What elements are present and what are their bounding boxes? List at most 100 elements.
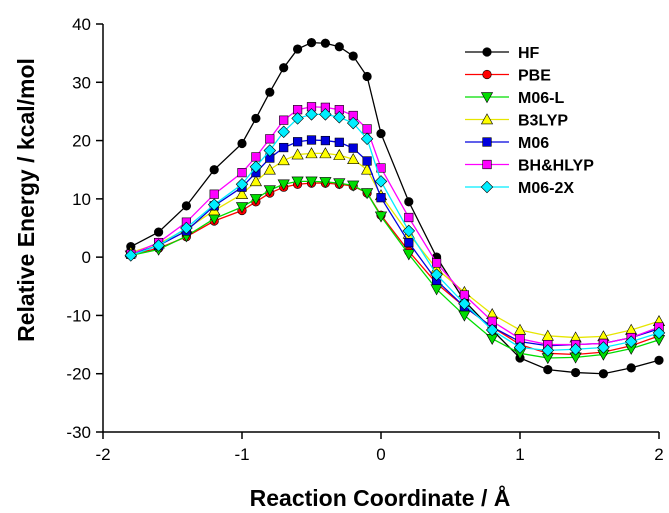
y-tick-label: 30	[72, 73, 91, 92]
data-point	[292, 137, 303, 147]
data-point	[430, 268, 443, 281]
data-point	[277, 179, 290, 191]
data-point	[263, 163, 276, 175]
x-tick-label: -1	[234, 445, 249, 464]
legend-label: B3LYP	[518, 113, 568, 130]
data-point	[319, 147, 332, 159]
legend-marker	[480, 113, 494, 125]
data-point	[249, 160, 263, 174]
series-m06-l	[124, 176, 666, 365]
data-point	[209, 165, 219, 175]
data-point	[376, 193, 386, 203]
data-point	[334, 42, 344, 52]
data-point	[362, 156, 372, 166]
data-point	[376, 128, 386, 139]
data-point	[348, 143, 358, 153]
data-point	[543, 365, 553, 375]
data-point	[402, 224, 416, 238]
y-axis-title: Relative Energy / kcal/mol	[13, 58, 39, 342]
x-tick-label: 1	[515, 445, 524, 464]
data-point	[626, 363, 636, 373]
data-point	[333, 178, 346, 190]
data-point	[597, 341, 610, 354]
y-tick-label: 40	[72, 15, 91, 34]
plot-area	[124, 38, 666, 379]
data-point	[374, 211, 388, 223]
data-point	[569, 343, 582, 356]
data-point	[598, 369, 609, 379]
data-point	[347, 153, 360, 164]
data-point	[362, 124, 372, 134]
legend-marker	[482, 69, 492, 80]
legend-label: HF	[518, 45, 540, 62]
y-tick-label: -20	[66, 365, 91, 384]
x-axis-title: Reaction Coordinate / Å	[250, 484, 511, 511]
data-point	[152, 239, 165, 252]
data-point	[263, 185, 276, 197]
data-point	[306, 38, 317, 48]
data-point	[291, 148, 304, 160]
data-point	[265, 87, 275, 97]
data-point	[348, 51, 358, 61]
data-point	[404, 237, 414, 248]
data-point	[251, 113, 261, 124]
legend-item: PBE	[465, 68, 551, 85]
data-point	[291, 112, 304, 125]
legend-label: M06-2X	[518, 180, 574, 197]
data-point	[277, 125, 290, 139]
data-point	[431, 258, 442, 268]
legend-marker	[482, 137, 492, 147]
data-point	[235, 187, 249, 199]
legend-item: B3LYP	[465, 113, 568, 130]
legend-label: BH&HLYP	[518, 158, 594, 175]
x-tick-label: -2	[95, 445, 110, 464]
data-point	[251, 152, 261, 162]
x-tick-label: 0	[376, 445, 385, 464]
legend-item: M06-L	[465, 90, 564, 107]
data-point	[513, 341, 527, 354]
data-point	[235, 202, 249, 214]
data-point	[306, 135, 317, 145]
data-point	[209, 189, 219, 199]
data-point	[541, 344, 555, 357]
data-point	[279, 63, 289, 73]
series-b3lyp	[124, 147, 666, 343]
data-point	[361, 188, 374, 200]
data-point	[277, 154, 290, 166]
legend-label: M06-L	[518, 90, 564, 107]
data-point	[333, 148, 346, 160]
data-point	[305, 176, 318, 188]
data-point	[124, 249, 138, 262]
data-point	[263, 144, 277, 157]
series-hf	[126, 38, 664, 379]
series-m06-2x	[124, 108, 666, 357]
data-point	[624, 335, 638, 348]
data-point	[485, 323, 499, 337]
legend-marker	[480, 92, 494, 104]
data-point	[319, 177, 332, 189]
data-point	[320, 135, 331, 146]
data-point	[291, 176, 304, 188]
data-point	[235, 178, 249, 191]
data-point	[293, 44, 303, 54]
y-tick-label: 10	[72, 190, 91, 209]
data-point	[319, 108, 332, 121]
data-point	[347, 180, 360, 192]
legend-marker	[482, 159, 492, 170]
legend-item: BH&HLYP	[465, 158, 594, 175]
data-point	[402, 249, 415, 261]
data-point	[513, 323, 527, 335]
data-point	[279, 142, 289, 153]
data-point	[333, 111, 346, 124]
data-point	[362, 71, 372, 82]
data-point	[279, 115, 289, 125]
y-tick-label: 0	[82, 248, 91, 267]
data-point	[265, 134, 275, 144]
data-point	[360, 132, 374, 146]
data-point	[404, 197, 414, 207]
legend-label: PBE	[518, 68, 551, 85]
data-point	[249, 175, 262, 187]
data-point	[180, 221, 193, 235]
